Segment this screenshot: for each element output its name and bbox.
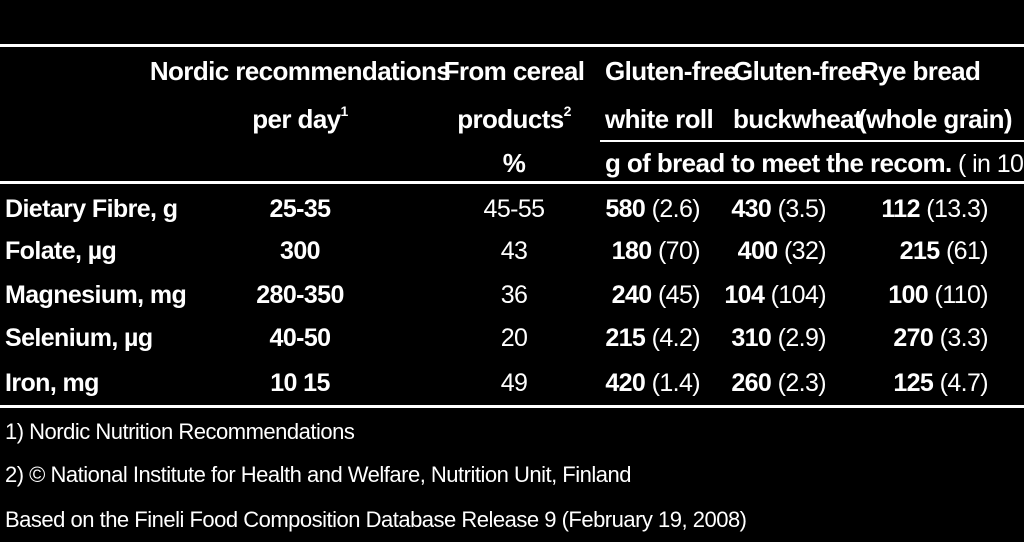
footnote-2: 2) © National Institute for Health and W…: [5, 462, 631, 487]
table-row: Selenium, µg 40-50 20 215 (4.2) 310 (2.9…: [0, 326, 1024, 356]
buckwheat-value: 430 (3.5): [731, 195, 826, 223]
rye-value: 112 (13.3): [881, 195, 988, 223]
buckwheat-value: 310 (2.9): [731, 324, 826, 352]
top-rule: [0, 44, 1024, 47]
table-bottom-rule: [0, 405, 1024, 408]
white-roll-value: 580 (2.6): [605, 195, 700, 223]
col-header-rye-2: (whole grain): [858, 104, 1013, 134]
col-header-rye-1: Rye bread: [860, 56, 981, 86]
col-header-white-roll-1: Gluten-free: [605, 56, 738, 86]
table-row: Folate, µg 300 43 180 (70) 400 (32) 215 …: [0, 239, 1024, 269]
buckwheat-value: 104 (104): [724, 281, 826, 309]
recommendation-value: 40-50: [269, 324, 332, 352]
rye-value: 270 (3.3): [893, 324, 988, 352]
cereal-percent-value: 36: [500, 281, 528, 309]
buckwheat-value: 400 (32): [737, 237, 827, 265]
col-header-cereal: From cereal: [443, 56, 585, 86]
nutrient-label: Magnesium, mg: [5, 281, 187, 309]
white-roll-value: 215 (4.2): [605, 324, 700, 352]
table-row: Dietary Fibre, g 25-35 45-55 580 (2.6) 4…: [0, 197, 1024, 227]
footnote-1: 1) Nordic Nutrition Recommendations: [5, 419, 355, 444]
footnote-source: Based on the Fineli Food Composition Dat…: [5, 507, 747, 532]
cereal-percent-value: 45-55: [483, 195, 546, 223]
buckwheat-value: 260 (2.3): [731, 369, 826, 397]
cereal-percent-value: 43: [500, 237, 528, 265]
recommendation-value: 300: [280, 237, 321, 265]
recommendation-value: 10 15: [270, 369, 330, 397]
col-header-percent: %: [502, 148, 526, 178]
cereal-percent-value: 49: [500, 369, 528, 397]
col-header-buckwheat-1: Gluten-free: [733, 56, 866, 86]
nutrient-label: Selenium, µg: [5, 324, 153, 352]
subheader-grams: g of bread to meet the recom. ( in 100 g…: [605, 148, 1024, 178]
white-roll-value: 180 (70): [611, 237, 701, 265]
col-header-white-roll-2: white roll: [605, 104, 714, 134]
recommendation-value: 280-350: [256, 281, 344, 309]
table-row: Magnesium, mg 280-350 36 240 (45) 104 (1…: [0, 283, 1024, 313]
col-header-per-day: per day1: [252, 103, 348, 134]
col-header-recommendations: Nordic recommendations: [149, 56, 451, 86]
rye-value: 215 (61): [899, 237, 989, 265]
table-row: Iron, mg 10 15 49 420 (1.4) 260 (2.3) 12…: [0, 371, 1024, 401]
rye-value: 100 (110): [888, 281, 988, 309]
white-roll-value: 420 (1.4): [605, 369, 700, 397]
white-roll-value: 240 (45): [611, 281, 701, 309]
subheader-rule: [600, 140, 1024, 142]
nutrient-label: Folate, µg: [5, 237, 117, 265]
nutrient-label: Dietary Fibre, g: [5, 195, 178, 223]
rye-value: 125 (4.7): [893, 369, 988, 397]
col-header-products: products2: [457, 103, 571, 134]
col-header-buckwheat-2: buckwheat: [733, 104, 863, 134]
header-bottom-rule: [0, 181, 1024, 184]
recommendation-value: 25-35: [269, 195, 332, 223]
nutrient-label: Iron, mg: [5, 369, 99, 397]
cereal-percent-value: 20: [500, 324, 528, 352]
